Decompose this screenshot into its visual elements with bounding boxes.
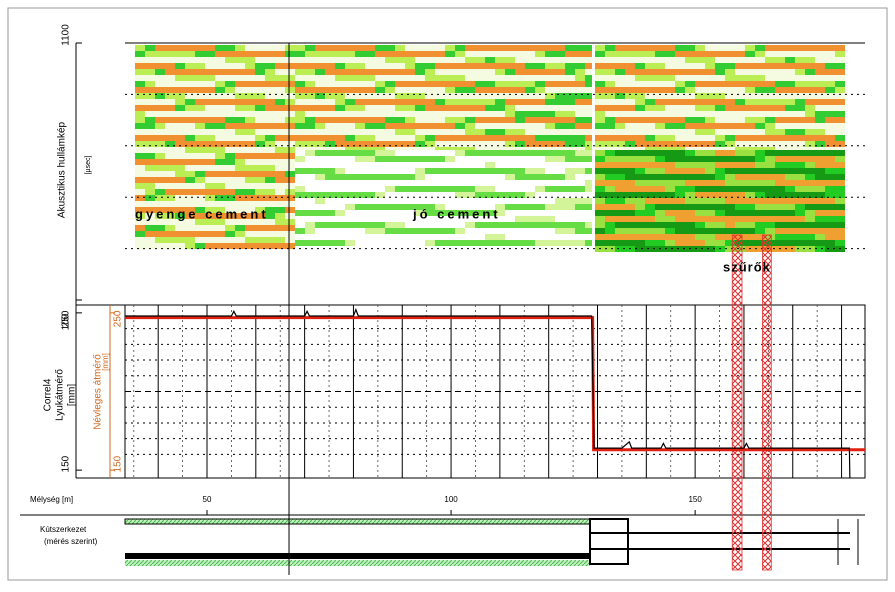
casing [590, 519, 628, 564]
y-label: [mm] [67, 384, 78, 406]
x-label: Mélység [m] [30, 495, 73, 504]
y-tick-label: 150 [61, 455, 72, 472]
annotation: jó cement [412, 206, 501, 221]
well-label: Kútszerkezet [40, 525, 87, 534]
casing [125, 560, 590, 566]
well-structure-drawing [125, 519, 858, 566]
casing [125, 519, 590, 524]
y-tick-label: 250 [61, 310, 72, 327]
annotation: szűrők [723, 259, 771, 274]
y-unit: [µsec] [85, 156, 92, 175]
casing [125, 553, 590, 559]
y-label: Akusztikus hullámkép [57, 121, 68, 218]
y2-label: [mm] [101, 353, 110, 371]
chart: Akusztikus hullámkép [µsec] Correl4 Lyuk… [0, 0, 895, 587]
y-label: Correl4 [43, 378, 54, 411]
series-line [125, 318, 865, 450]
y-label: Lyukátmérő [55, 369, 66, 421]
annotation: gyenge cement [135, 206, 269, 221]
screen-interval [762, 235, 771, 570]
screen-interval [732, 235, 742, 570]
x-tick-label: 150 [688, 495, 702, 504]
y-tick-label: 1100 [61, 24, 72, 46]
x-tick-label: 100 [444, 495, 458, 504]
well-label: (mérés szerint) [44, 537, 98, 546]
x-tick-label: 50 [203, 495, 212, 504]
